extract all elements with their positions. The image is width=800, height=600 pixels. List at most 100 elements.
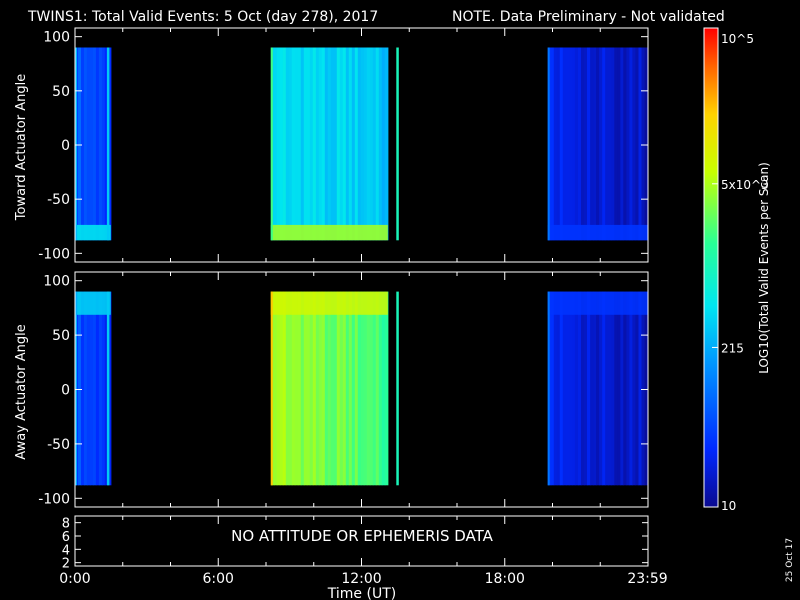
heatmap-segment bbox=[547, 291, 649, 486]
x-tick-label: 18:00 bbox=[485, 571, 525, 587]
heatmap-cell bbox=[568, 47, 573, 241]
heatmap-cell bbox=[623, 47, 627, 241]
heatmap-cell bbox=[318, 291, 323, 486]
x-tick-label: 0:00 bbox=[59, 571, 90, 587]
colorbar bbox=[703, 27, 719, 508]
heatmap-cell bbox=[632, 47, 636, 241]
heatmap-cell bbox=[327, 47, 332, 241]
y-tick-label: 100 bbox=[43, 30, 70, 46]
heatmap-cell bbox=[562, 291, 567, 486]
heatmap-cell bbox=[342, 47, 347, 241]
heatmap-cell bbox=[297, 47, 302, 241]
heatmap-cell bbox=[357, 291, 362, 486]
heatmap-cell bbox=[336, 47, 341, 241]
heatmap-cell bbox=[587, 47, 591, 241]
y-tick-label: 0 bbox=[61, 383, 70, 399]
heatmap-cell bbox=[92, 291, 97, 486]
heatmap-cell bbox=[321, 47, 326, 241]
heatmap-cell bbox=[348, 291, 353, 486]
side-date-stamp: 25 Oct 17 bbox=[785, 538, 795, 582]
heatmap-cell bbox=[345, 291, 350, 486]
heatmap-cell bbox=[375, 291, 380, 486]
heatmap-cell bbox=[369, 47, 374, 241]
heatmap-cell bbox=[611, 291, 615, 486]
heatmap-cell bbox=[276, 47, 281, 241]
y-tick-label: 4 bbox=[62, 543, 70, 558]
colorbar-tick-label: 10 bbox=[721, 499, 736, 513]
heatmap-cell bbox=[315, 47, 320, 241]
y-tick-label: 0 bbox=[61, 138, 70, 154]
heatmap-edge-line bbox=[270, 47, 273, 241]
heatmap-cell bbox=[279, 291, 284, 486]
heatmap-cell bbox=[559, 47, 564, 241]
heatmap-cell bbox=[345, 47, 350, 241]
heatmap-cell bbox=[363, 47, 368, 241]
heatmap-cell bbox=[330, 47, 335, 241]
plot-title: TWINS1: Total Valid Events: 5 Oct (day 2… bbox=[27, 9, 378, 25]
heatmap-cell bbox=[107, 291, 112, 486]
heatmap-cell bbox=[620, 47, 624, 241]
heatmap-cell bbox=[354, 291, 359, 486]
heatmap-cell bbox=[590, 291, 594, 486]
heatmap-edge-line bbox=[75, 47, 77, 241]
heatmap-cell bbox=[360, 291, 365, 486]
heatmap-cell bbox=[641, 291, 646, 486]
heatmap-cell bbox=[297, 291, 302, 486]
heatmap-cell bbox=[641, 47, 646, 241]
heatmap-cell bbox=[312, 291, 317, 486]
heatmap-cell bbox=[611, 47, 615, 241]
y-tick-label: 50 bbox=[52, 84, 70, 100]
heatmap-cell bbox=[381, 47, 386, 241]
away-heatmap-panel: 100 50 0 -50 -100 bbox=[38, 271, 649, 508]
heatmap-cell bbox=[593, 291, 597, 486]
heatmap-cell bbox=[556, 47, 561, 241]
heatmap-cell bbox=[599, 291, 603, 486]
heatmap-cell bbox=[306, 47, 311, 241]
heatmap-cell bbox=[584, 47, 588, 241]
heatmap-cell bbox=[635, 47, 639, 241]
heatmap-cell bbox=[348, 47, 353, 241]
heatmap-cell bbox=[84, 47, 88, 241]
heatmap-cell bbox=[98, 47, 103, 241]
heatmap-cell bbox=[574, 47, 579, 241]
heatmap-cell bbox=[336, 291, 341, 486]
heatmap-cell bbox=[562, 47, 567, 241]
time-axis-label: Time (UT) bbox=[327, 586, 396, 600]
heatmap-edge-band bbox=[270, 224, 388, 241]
heatmap-spike bbox=[106, 47, 110, 241]
heatmap-segment bbox=[270, 291, 389, 486]
heatmap-cell bbox=[303, 291, 308, 486]
heatmap-cell bbox=[366, 47, 371, 241]
heatmap-spike bbox=[396, 291, 399, 486]
heatmap-cell bbox=[375, 47, 380, 241]
heatmap-cell bbox=[550, 47, 555, 241]
heatmap-cell bbox=[306, 291, 311, 486]
heatmap-cell bbox=[593, 47, 597, 241]
away-angle-axis-label: Away Actuator Angle bbox=[14, 324, 29, 459]
heatmap-cell bbox=[78, 291, 82, 486]
heatmap-spike bbox=[106, 291, 110, 486]
heatmap-cell bbox=[614, 47, 618, 241]
y-tick-label: 2 bbox=[62, 557, 70, 572]
heatmap-cell bbox=[369, 291, 374, 486]
x-tick-label: 6:00 bbox=[203, 571, 234, 587]
heatmap-edge-line bbox=[547, 47, 550, 241]
heatmap-cell bbox=[626, 47, 630, 241]
heatmap-cell bbox=[581, 47, 585, 241]
heatmap-cell bbox=[327, 291, 332, 486]
heatmap-cell bbox=[372, 47, 377, 241]
heatmap-cell bbox=[578, 47, 582, 241]
heatmap-cell bbox=[291, 291, 296, 486]
heatmap-cell bbox=[626, 291, 630, 486]
heatmap-cell bbox=[273, 47, 278, 241]
colorbar-tick-label: 215 bbox=[721, 341, 744, 355]
heatmap-cell bbox=[309, 291, 314, 486]
y-tick-label: 100 bbox=[43, 274, 70, 290]
heatmap-cell bbox=[587, 291, 591, 486]
colorbar-ticks: 10^5 5x10^3 215 10 bbox=[712, 27, 769, 513]
heatmap-cell bbox=[590, 47, 594, 241]
heatmap-cell bbox=[574, 291, 579, 486]
toward-angle-axis-label: Toward Actuator Angle bbox=[14, 74, 29, 221]
heatmap-cell bbox=[360, 47, 365, 241]
